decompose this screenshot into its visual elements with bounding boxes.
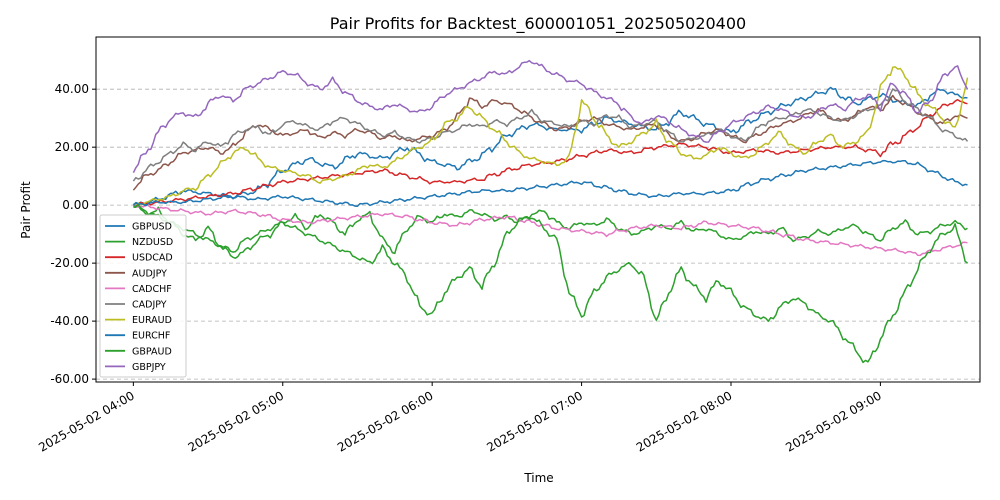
legend-label-cadjpy: CADJPY <box>132 300 167 311</box>
x-tick-label: 2025-05-02 04:00 <box>36 388 137 454</box>
series-line-euraud <box>133 66 969 206</box>
series-line-eurchf <box>132 159 968 207</box>
legend-label-gbpusd: GBPUSD <box>132 222 172 233</box>
legend-label-audjpy: AUDJPY <box>132 268 167 279</box>
x-tick-label: 2025-05-02 05:00 <box>186 388 287 454</box>
y-axis-label: Pair Profit <box>19 181 33 239</box>
legend-label-usdcad: USDCAD <box>132 253 173 264</box>
legend-label-euraud: EURAUD <box>132 315 172 326</box>
grid-lines <box>96 88 980 380</box>
x-tick-label: 2025-05-02 08:00 <box>634 388 735 454</box>
x-tick-label: 2025-05-02 09:00 <box>783 388 884 454</box>
legend-label-cadchf: CADCHF <box>132 284 172 295</box>
y-axis: -60.00 -40.00 -20.00 0.00 20.00 40.00 <box>50 82 96 386</box>
legend-label-gbpaud: GBPAUD <box>132 346 172 357</box>
legend: GBPUSD NZDUSD USDCAD AUDJPY CADCHF CADJPY EURA… <box>99 214 187 378</box>
y-tick-label: 0.00 <box>62 198 89 212</box>
series-line-cadchf <box>132 203 968 257</box>
y-tick-label: 40.00 <box>55 82 89 96</box>
x-tick-label: 2025-05-02 06:00 <box>335 388 436 454</box>
series-line-cadjpy <box>132 88 969 182</box>
chart-title: Pair Profits for Backtest_600001051_2025… <box>330 14 746 34</box>
y-tick-label: -20.00 <box>50 256 89 270</box>
y-tick-label: 20.00 <box>55 140 89 154</box>
x-axis-label: Time <box>523 471 553 485</box>
series-line-gbpaud <box>133 204 968 364</box>
x-axis: 2025-05-02 04:00 2025-05-02 05:00 2025-05-… <box>36 382 884 455</box>
series-line-gbpjpy <box>132 59 969 174</box>
legend-label-nzdusd: NZDUSD <box>132 237 173 248</box>
plot-frame <box>95 36 981 383</box>
legend-label-eurchf: EURCHF <box>132 331 170 342</box>
y-tick-label: -40.00 <box>50 314 89 328</box>
series-line-nzdusd <box>133 205 968 259</box>
legend-box <box>99 214 187 378</box>
series-lines <box>132 59 969 364</box>
x-tick-label: 2025-05-02 07:00 <box>484 388 585 454</box>
y-tick-label: -60.00 <box>50 372 89 386</box>
series-line-usdcad <box>133 98 968 207</box>
legend-label-gbpjpy: GBPJPY <box>132 362 166 373</box>
